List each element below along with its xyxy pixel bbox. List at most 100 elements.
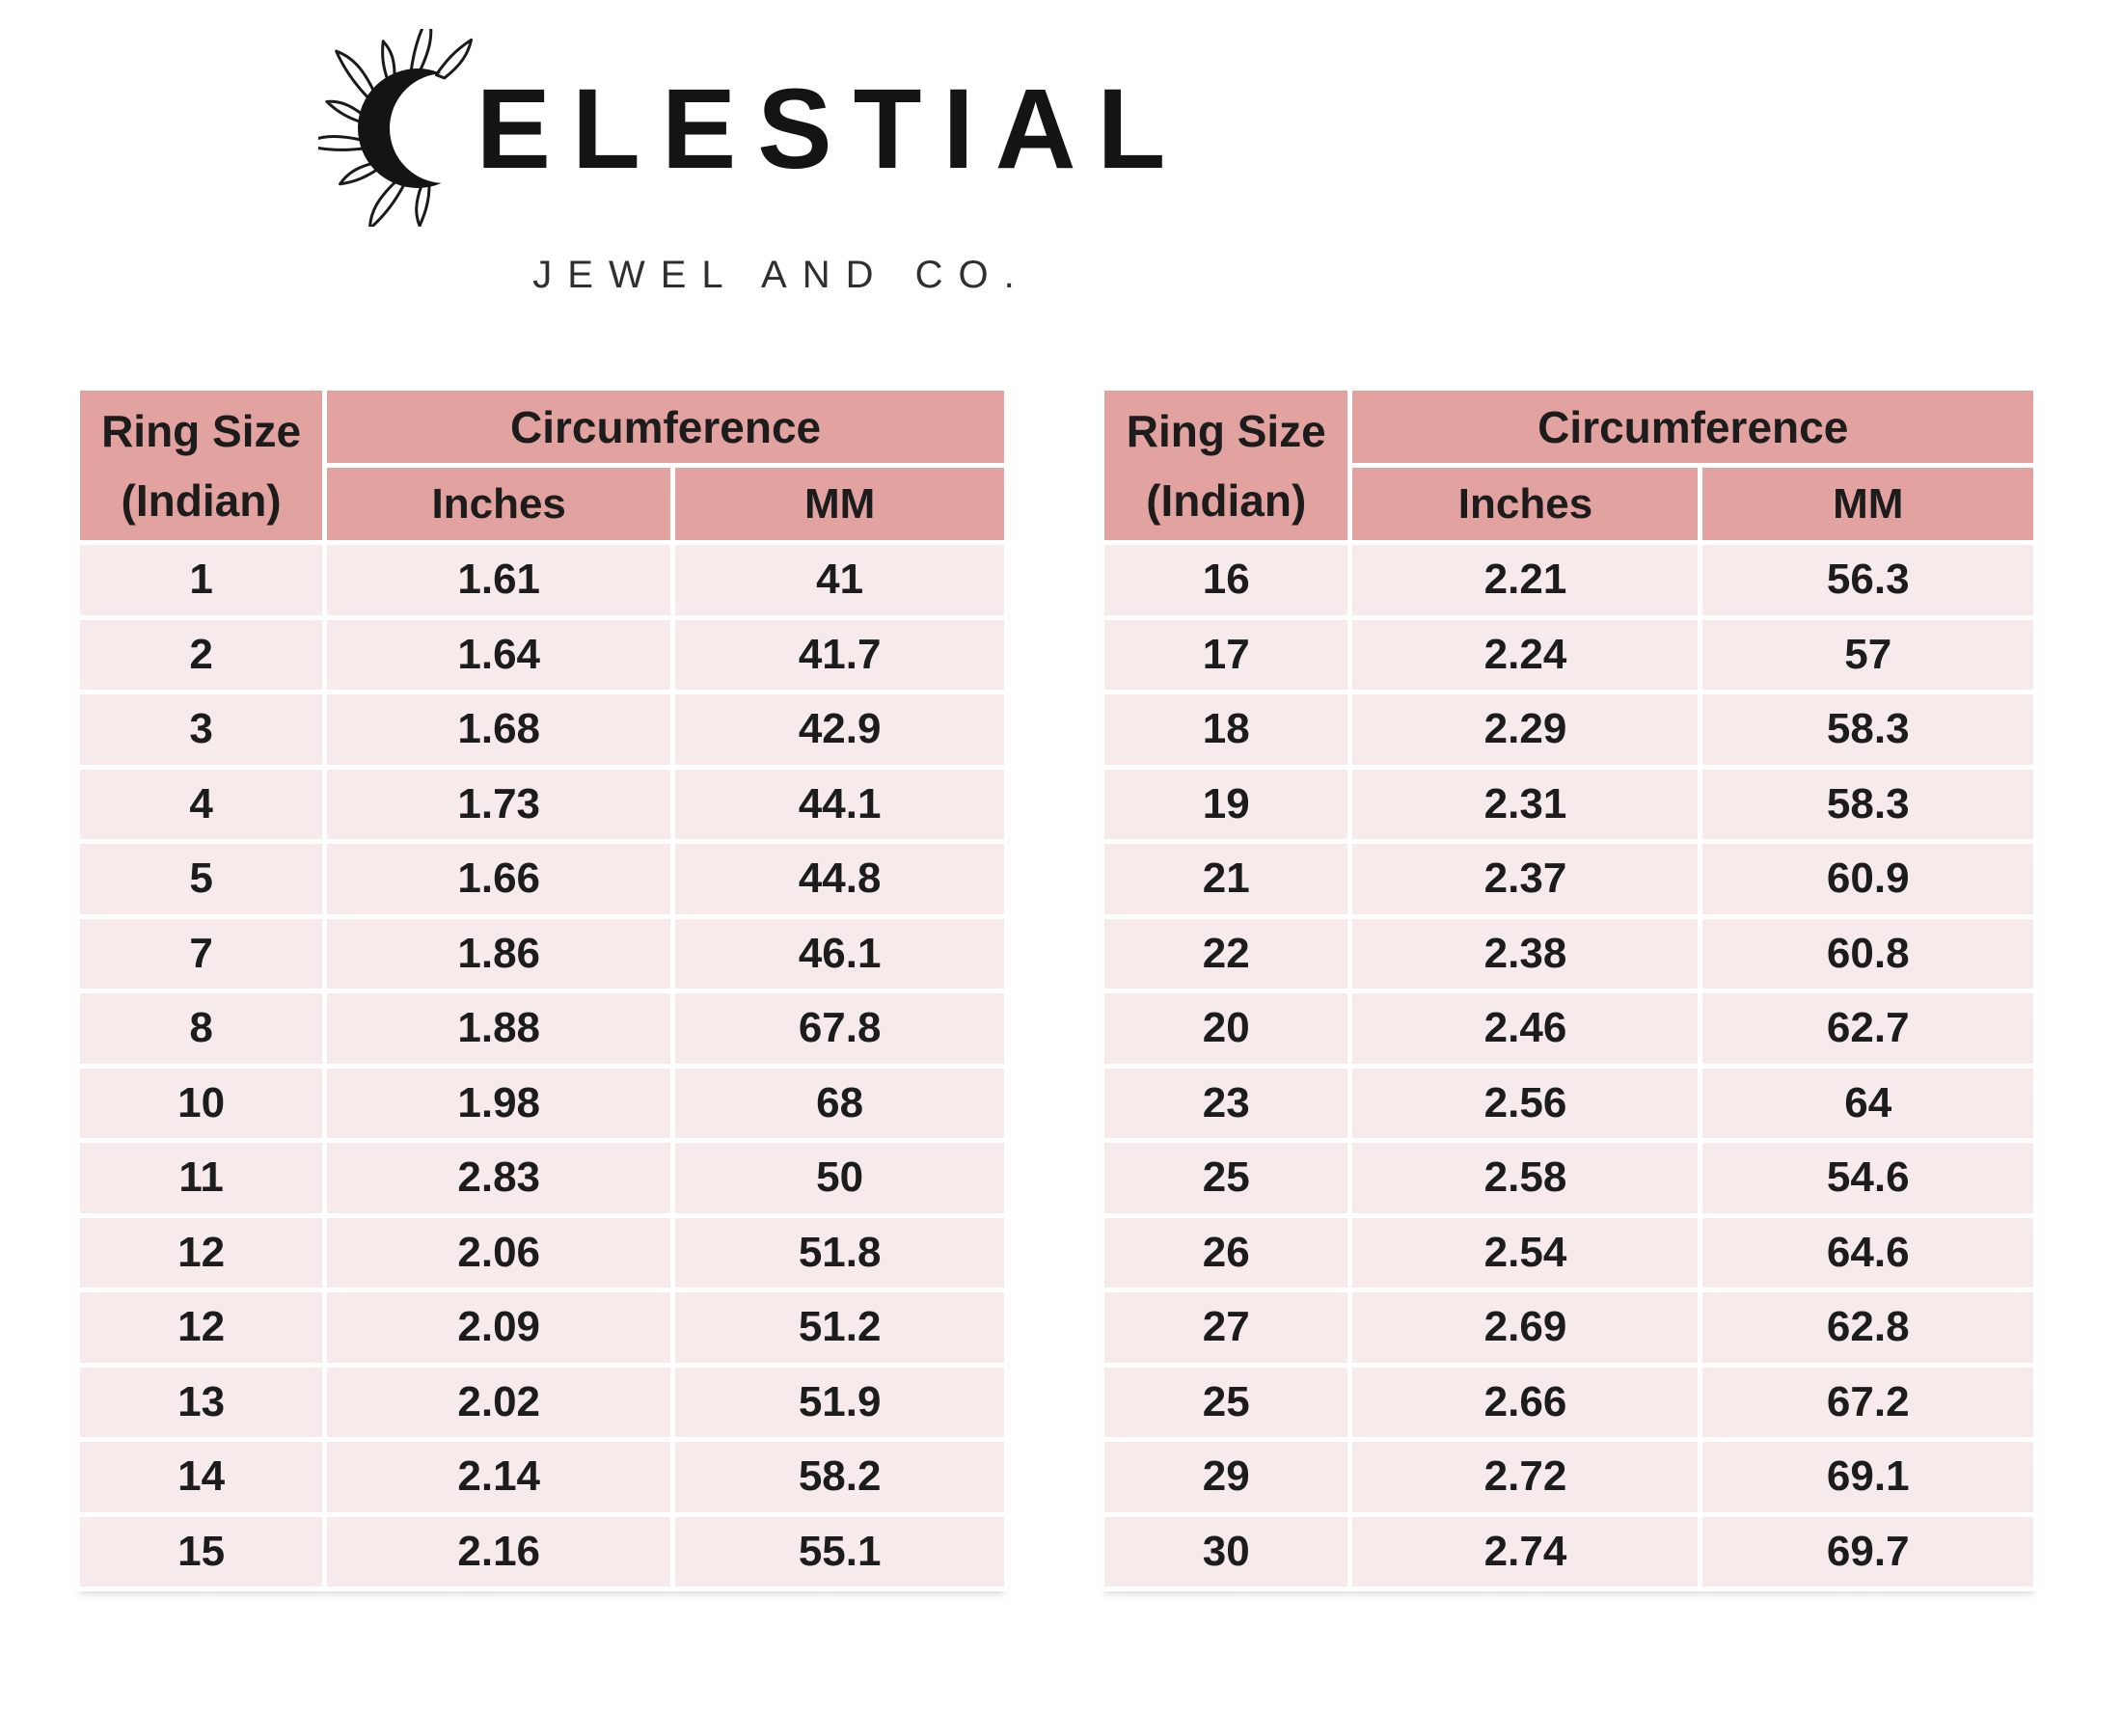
table-cell: 30 — [1099, 1511, 1353, 1591]
header-mm: MM — [1698, 463, 2038, 545]
header-inches: Inches — [1347, 463, 1703, 545]
table-cell: 58.3 — [1698, 764, 2038, 844]
table-row: 2 1.64 41.7 — [74, 614, 1009, 694]
table-cell: 41.7 — [670, 614, 1009, 694]
brand-subtitle: JEWEL AND CO. — [532, 254, 1030, 296]
table-cell: 29 — [1099, 1437, 1353, 1517]
table-cell: 11 — [74, 1138, 328, 1218]
table-cell: 15 — [74, 1511, 328, 1591]
table-cell: 26 — [1099, 1212, 1353, 1292]
table-cell: 2.14 — [322, 1437, 676, 1517]
table-cell: 5 — [74, 839, 328, 919]
table-cell: 23 — [1099, 1063, 1353, 1143]
table-cell: 12 — [74, 1212, 328, 1292]
table-cell: 1 — [74, 540, 328, 620]
table-cell: 46.1 — [670, 913, 1009, 993]
table-cell: 2.29 — [1347, 690, 1703, 770]
table-cell: 60.8 — [1698, 913, 2038, 993]
table-cell: 62.7 — [1698, 989, 2038, 1069]
table-row: 10 1.98 68 — [74, 1063, 1009, 1143]
table-row: 23 2.56 64 — [1099, 1063, 2038, 1143]
table-cell: 2.58 — [1347, 1138, 1703, 1218]
table-row: 11 2.83 50 — [74, 1138, 1009, 1218]
header-circumference: Circumference — [1347, 386, 2038, 468]
table-cell: 1.66 — [322, 839, 676, 919]
table-body: 1 1.61 41 2 1.64 41.7 3 1.68 42.9 4 1.73 44.1 5 1.66 4… — [74, 540, 1009, 1591]
brand-wordmark: ELESTIAL — [476, 64, 1187, 192]
table-cell: 20 — [1099, 989, 1353, 1069]
table-cell: 51.2 — [670, 1288, 1009, 1368]
table-cell: 44.8 — [670, 839, 1009, 919]
table-row: 25 2.66 67.2 — [1099, 1362, 2038, 1442]
table-cell: 27 — [1099, 1288, 1353, 1368]
table-cell: 1.98 — [322, 1063, 676, 1143]
table-cell: 2.72 — [1347, 1437, 1703, 1517]
table-cell: 25 — [1099, 1138, 1353, 1218]
table-cell: 18 — [1099, 690, 1353, 770]
table-cell: 16 — [1099, 540, 1353, 620]
header-mm: MM — [670, 463, 1009, 545]
table-cell: 1.61 — [322, 540, 676, 620]
table-cell: 2.37 — [1347, 839, 1703, 919]
table-cell: 68 — [670, 1063, 1009, 1143]
table-row: 26 2.54 64.6 — [1099, 1212, 2038, 1292]
table-row: 27 2.69 62.8 — [1099, 1288, 2038, 1368]
table-cell: 1.86 — [322, 913, 676, 993]
table-cell: 62.8 — [1698, 1288, 2038, 1368]
table-row: 13 2.02 51.9 — [74, 1362, 1009, 1442]
table-cell: 56.3 — [1698, 540, 2038, 620]
table-cell: 12 — [74, 1288, 328, 1368]
header-circumference: Circumference — [322, 386, 1009, 468]
table-cell: 13 — [74, 1362, 328, 1442]
ring-size-table-right: Ring Size (Indian) Circumference Inches … — [1099, 386, 2038, 1591]
table-row: 18 2.29 58.3 — [1099, 690, 2038, 770]
table-cell: 2.83 — [322, 1138, 676, 1218]
table-cell: 19 — [1099, 764, 1353, 844]
table-cell: 14 — [74, 1437, 328, 1517]
brand-logo: ELESTIAL JEWEL AND CO. — [0, 29, 1505, 297]
table-cell: 8 — [74, 989, 328, 1069]
table-cell: 1.64 — [322, 614, 676, 694]
table-cell: 2.38 — [1347, 913, 1703, 993]
table-cell: 2.46 — [1347, 989, 1703, 1069]
table-cell: 2.31 — [1347, 764, 1703, 844]
table-cell: 7 — [74, 913, 328, 993]
table-cell: 1.68 — [322, 690, 676, 770]
table-cell: 64.6 — [1698, 1212, 2038, 1292]
table-cell: 1.73 — [322, 764, 676, 844]
table-cell: 69.7 — [1698, 1511, 2038, 1591]
table-cell: 2.66 — [1347, 1362, 1703, 1442]
table-cell: 58.3 — [1698, 690, 2038, 770]
table-row: 7 1.86 46.1 — [74, 913, 1009, 993]
table-row: 8 1.88 67.8 — [74, 989, 1009, 1069]
table-row: 20 2.46 62.7 — [1099, 989, 2038, 1069]
table-cell: 2.16 — [322, 1511, 676, 1591]
table-row: 30 2.74 69.7 — [1099, 1511, 2038, 1591]
table-cell: 51.8 — [670, 1212, 1009, 1292]
brand-wordmark-row: ELESTIAL — [317, 29, 1187, 227]
table-header: Ring Size (Indian) Circumference Inches … — [74, 386, 1009, 545]
crescent-sun-icon — [317, 29, 477, 227]
table-cell: 44.1 — [670, 764, 1009, 844]
table-cell: 2.02 — [322, 1362, 676, 1442]
table-cell: 67.2 — [1698, 1362, 2038, 1442]
table-cell: 2.09 — [322, 1288, 676, 1368]
table-row: 21 2.37 60.9 — [1099, 839, 2038, 919]
header-ring-size: Ring Size (Indian) — [1099, 386, 1353, 545]
table-row: 16 2.21 56.3 — [1099, 540, 2038, 620]
table-row: 5 1.66 44.8 — [74, 839, 1009, 919]
table-row: 25 2.58 54.6 — [1099, 1138, 2038, 1218]
table-cell: 1.88 — [322, 989, 676, 1069]
table-cell: 67.8 — [670, 989, 1009, 1069]
table-row: 22 2.38 60.8 — [1099, 913, 2038, 993]
table-row: 12 2.06 51.8 — [74, 1212, 1009, 1292]
table-cell: 41 — [670, 540, 1009, 620]
table-row: 17 2.24 57 — [1099, 614, 2038, 694]
table-cell: 57 — [1698, 614, 2038, 694]
table-cell: 2 — [74, 614, 328, 694]
table-cell: 4 — [74, 764, 328, 844]
table-row: 14 2.14 58.2 — [74, 1437, 1009, 1517]
table-cell: 69.1 — [1698, 1437, 2038, 1517]
table-body: 16 2.21 56.3 17 2.24 57 18 2.29 58.3 19 2.31 58.3 21… — [1099, 540, 2038, 1591]
